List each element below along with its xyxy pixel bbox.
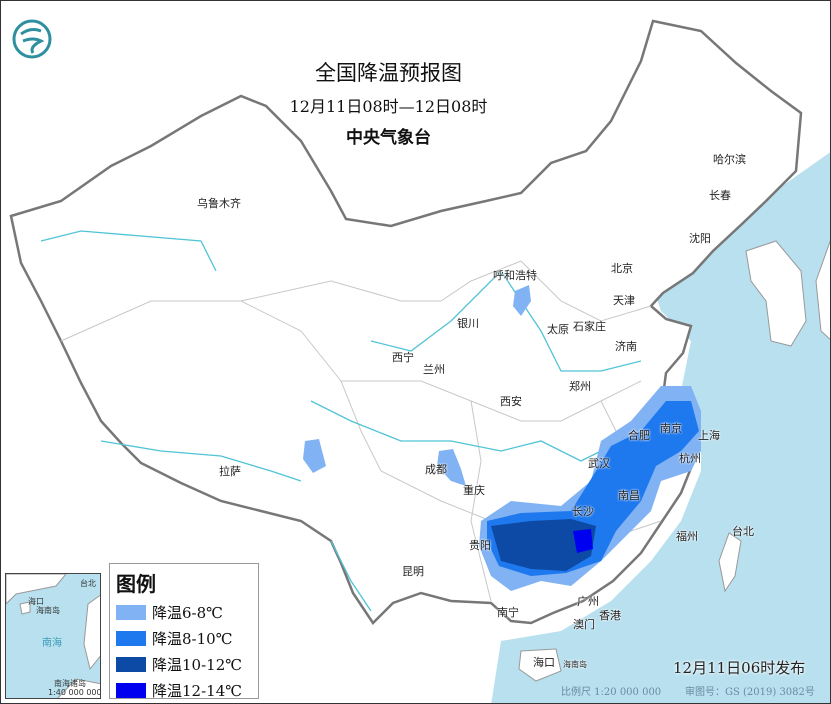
city-label: 杭州	[679, 452, 701, 465]
city-label: 哈尔滨	[713, 153, 746, 166]
legend-label: 降温8-10℃	[152, 629, 233, 648]
city-label: 沈阳	[689, 232, 711, 245]
city-label: 乌鲁木齐	[197, 197, 241, 210]
inset-label: 南海	[42, 638, 62, 649]
legend-item: 降温8-10℃	[116, 625, 252, 651]
city-label: 西安	[500, 395, 522, 408]
legend: 图例 降温6-8℃ 降温8-10℃ 降温10-12℃ 降温12-14℃	[109, 563, 259, 700]
inset-label: 海口	[28, 597, 44, 606]
cooling-10-12	[491, 519, 596, 571]
city-label: 南昌	[618, 489, 640, 502]
city-label: 合肥	[628, 429, 650, 442]
inset-map	[6, 574, 100, 698]
city-label: 武汉	[588, 457, 610, 470]
city-label: 石家庄	[573, 320, 606, 333]
cooling-6-8	[513, 285, 531, 316]
legend-swatch	[116, 604, 146, 620]
cooling-12-14	[573, 529, 593, 553]
legend-swatch	[116, 656, 146, 672]
cma-logo-icon	[12, 19, 52, 59]
city-label: 银川	[457, 317, 479, 330]
cooling-6-8	[303, 439, 326, 473]
legend-item: 降温12-14℃	[116, 677, 252, 703]
city-label: 天津	[613, 294, 635, 307]
forecast-period: 12月11日08时—12日08时	[289, 97, 488, 116]
city-label: 海南岛	[563, 660, 587, 669]
city-label: 台北	[732, 525, 754, 538]
city-label: 南宁	[497, 606, 519, 619]
city-label: 郑州	[569, 380, 591, 393]
city-label: 广州	[577, 595, 599, 608]
city-label: 北京	[611, 262, 633, 275]
legend-swatch	[116, 682, 146, 698]
inset-label: 海南岛	[36, 606, 60, 615]
inset-label: 南海诸岛	[54, 679, 86, 688]
issuer: 中央气象台	[346, 128, 431, 148]
legend-label: 降温10-12℃	[152, 655, 243, 674]
review-number: 审图号：GS (2019) 3082号	[685, 687, 815, 698]
city-label: 澳门	[573, 618, 595, 631]
inset-scale: 1:40 000 000	[48, 688, 101, 697]
legend-label: 降温12-14℃	[152, 681, 243, 700]
hainan-island	[518, 648, 562, 682]
japan	[815, 240, 830, 340]
legend-item: 降温6-8℃	[116, 599, 252, 625]
taiwan-island	[718, 532, 742, 593]
city-label: 拉萨	[219, 465, 241, 478]
legend-item: 降温10-12℃	[116, 651, 252, 677]
map-scale: 比例尺 1:20 000 000	[561, 687, 662, 698]
city-label: 济南	[615, 340, 637, 353]
city-label: 南京	[660, 422, 682, 435]
inset-label: 台北	[80, 579, 96, 588]
legend-swatch	[116, 630, 146, 646]
city-label: 重庆	[463, 484, 485, 497]
sea	[491, 152, 830, 703]
cooling-areas	[303, 285, 701, 591]
map-title: 全国降温预报图	[315, 61, 462, 85]
city-label: 长春	[709, 189, 731, 202]
publish-time: 12月11日06时发布	[673, 659, 806, 677]
cooling-6-8	[437, 449, 466, 486]
city-label: 呼和浩特	[493, 269, 537, 282]
city-label: 海口	[533, 656, 555, 669]
city-label: 香港	[599, 609, 621, 622]
city-label: 昆明	[402, 565, 424, 578]
city-label: 兰州	[423, 363, 445, 376]
korean-peninsula	[745, 240, 807, 347]
city-label: 贵阳	[469, 539, 491, 552]
legend-label: 降温6-8℃	[152, 603, 223, 622]
south-china-sea-inset: 海口 海南岛 台北 南海 南海诸岛 1:40 000 000	[5, 573, 101, 699]
city-label: 西宁	[392, 351, 414, 364]
city-label: 成都	[425, 463, 447, 476]
city-label: 太原	[547, 323, 569, 336]
city-label: 上海	[698, 429, 720, 442]
city-label: 福州	[676, 530, 698, 543]
legend-title: 图例	[116, 572, 156, 596]
city-label: 长沙	[572, 505, 594, 518]
